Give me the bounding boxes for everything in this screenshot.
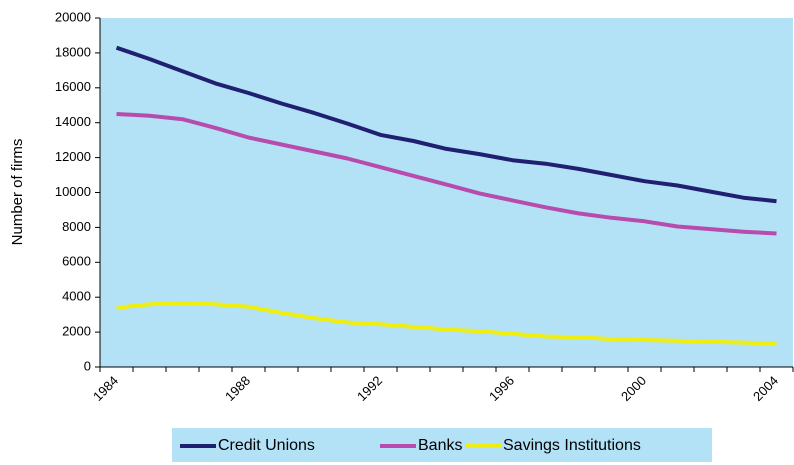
y-axis-label: Number of firms [9,139,26,246]
y-tick-label: 18000 [55,44,91,59]
y-tick-label: 16000 [55,79,91,94]
y-tick-label: 4000 [62,289,91,304]
legend-label: Credit Unions [218,437,315,454]
legend-label: Savings Institutions [503,437,641,454]
y-tick-label: 2000 [62,324,91,339]
legend-label: Banks [418,437,462,454]
series-line [116,112,777,236]
y-tick-label: 14000 [55,114,91,129]
plot-area [100,18,793,367]
y-tick-label: 20000 [55,9,91,24]
x-tick-label: 1984 [90,373,121,404]
series-line [115,45,777,204]
x-tick-label: 1996 [486,373,517,404]
x-tick-label: 1988 [222,373,253,404]
y-tick-label: 8000 [62,219,91,234]
x-tick-label: 2004 [750,373,781,404]
y-tick-label: 0 [84,358,91,373]
y-tick-label: 10000 [55,184,91,199]
y-tick-label: 12000 [55,149,91,164]
legend [172,428,712,462]
series-line [116,301,777,346]
x-tick-label: 2000 [618,373,649,404]
y-tick-label: 6000 [62,254,91,269]
x-tick-label: 1992 [354,373,385,404]
